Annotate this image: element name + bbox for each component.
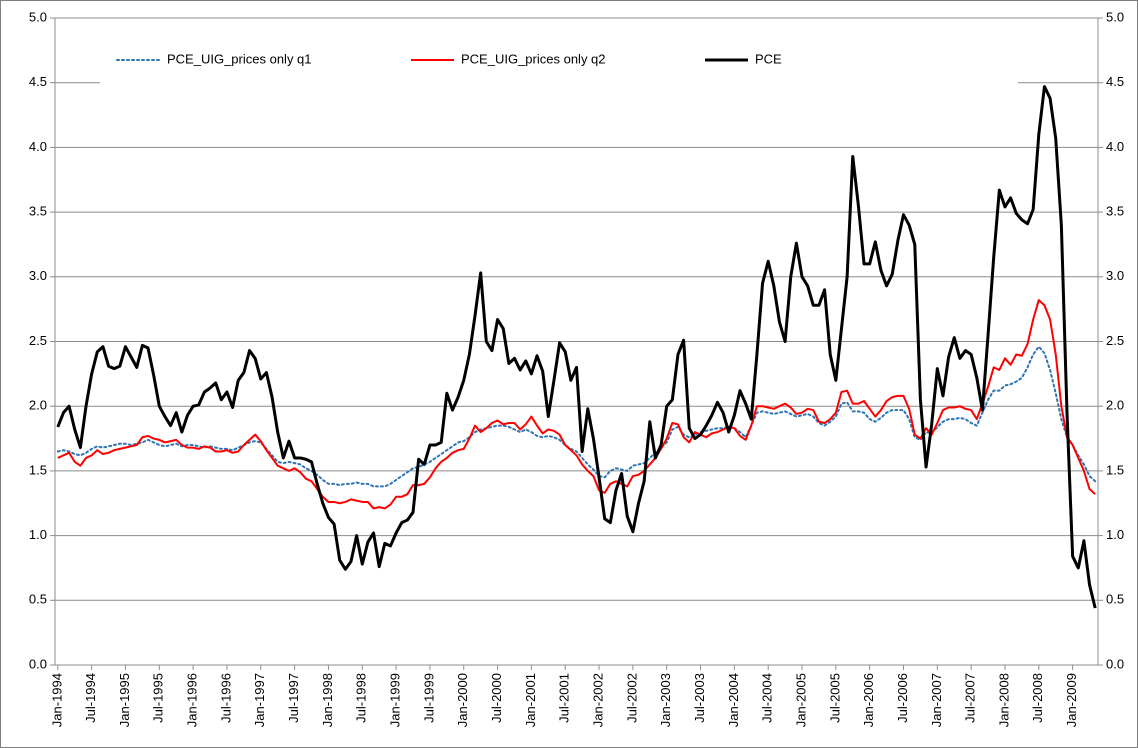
x-tick-label: Jan-1995: [117, 673, 132, 727]
y-tick-label: 2.5: [29, 333, 47, 348]
x-tick-label: Jul-1999: [421, 673, 436, 723]
y2-tick-label: 4.5: [1106, 74, 1124, 89]
x-tick-label: Jan-2003: [658, 673, 673, 727]
y2-tick-label: 3.0: [1106, 268, 1124, 283]
x-tick-label: Jan-1997: [252, 673, 267, 727]
x-tick-label: Jul-2001: [557, 673, 572, 723]
legend-label: PCE_UIG_prices only q2: [461, 51, 606, 66]
x-tick-label: Jan-2006: [861, 673, 876, 727]
legend: PCE_UIG_prices only q1 PCE_UIG_prices onl…: [100, 40, 1018, 86]
y2-tick-label: 2.0: [1106, 398, 1124, 413]
y-tick-label: 4.5: [29, 74, 47, 89]
x-tick-label: Jul-2005: [827, 673, 842, 723]
x-tick-label: Jul-1998: [354, 673, 369, 723]
x-tick-label: Jul-2002: [624, 673, 639, 723]
x-tick-label: Jan-1996: [185, 673, 200, 727]
y2-tick-label: 0.5: [1106, 592, 1124, 607]
legend-label: PCE: [755, 51, 782, 66]
y-tick-label: 0.5: [29, 592, 47, 607]
x-tick-label: Jul-1995: [151, 673, 166, 723]
x-tick-label: Jul-1994: [83, 673, 98, 723]
y2-tick-label: 2.5: [1106, 333, 1124, 348]
y-tick-label: 3.0: [29, 268, 47, 283]
y-tick-label: 1.0: [29, 527, 47, 542]
y2-tick-label: 5.0: [1106, 9, 1124, 24]
y-tick-label: 0.0: [29, 656, 47, 671]
x-tick-label: Jul-2003: [692, 673, 707, 723]
x-tick-label: Jan-2002: [590, 673, 605, 727]
x-tick-label: Jan-2004: [726, 673, 741, 727]
y2-tick-label: 1.0: [1106, 527, 1124, 542]
legend-box: [100, 40, 1018, 86]
x-tick-label: Jul-2006: [895, 673, 910, 723]
y-tick-label: 4.0: [29, 139, 47, 154]
y-tick-label: 5.0: [29, 9, 47, 24]
x-tick-label: Jan-2007: [929, 673, 944, 727]
y-tick-label: 1.5: [29, 462, 47, 477]
x-tick-label: Jan-1998: [320, 673, 335, 727]
y2-tick-label: 4.0: [1106, 139, 1124, 154]
x-tick-label: Jan-2009: [1064, 673, 1079, 727]
x-tick-label: Jan-1994: [49, 673, 64, 727]
y2-tick-label: 3.5: [1106, 204, 1124, 219]
x-tick-label: Jan-1999: [388, 673, 403, 727]
x-tick-label: Jul-2007: [963, 673, 978, 723]
y2-tick-label: 0.0: [1106, 656, 1124, 671]
y-tick-label: 2.0: [29, 398, 47, 413]
x-tick-label: Jul-1996: [218, 673, 233, 723]
x-tick-label: Jan-2005: [793, 673, 808, 727]
x-tick-label: Jul-2008: [1030, 673, 1045, 723]
series-line: [56, 85, 1097, 609]
x-tick-label: Jan-2008: [996, 673, 1011, 727]
x-tick-label: Jul-2000: [489, 673, 504, 723]
x-tick-label: Jan-2001: [523, 673, 538, 727]
x-tick-label: Jul-1997: [286, 673, 301, 723]
legend-label: PCE_UIG_prices only q1: [167, 51, 312, 66]
x-tick-label: Jul-2004: [760, 673, 775, 723]
y-tick-label: 3.5: [29, 204, 47, 219]
y2-tick-label: 1.5: [1106, 462, 1124, 477]
x-tick-label: Jan-2000: [455, 673, 470, 727]
